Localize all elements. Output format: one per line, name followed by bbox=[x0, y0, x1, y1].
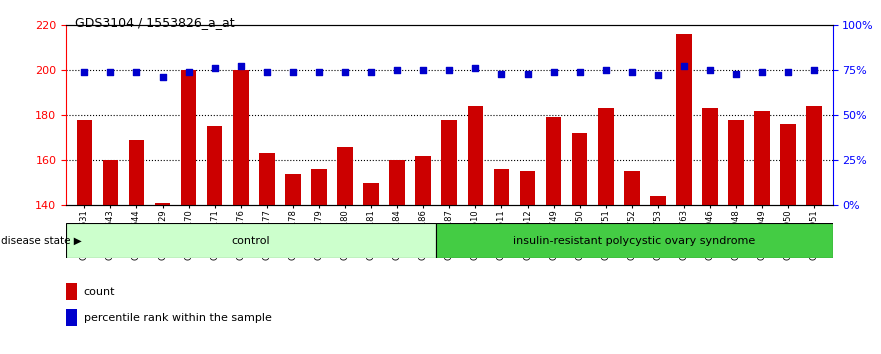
Bar bbox=[66, 309, 78, 326]
Bar bbox=[729, 120, 744, 205]
Bar bbox=[66, 223, 436, 258]
Point bbox=[521, 71, 535, 76]
Point bbox=[208, 65, 222, 71]
Bar bbox=[624, 171, 640, 205]
Point bbox=[155, 74, 169, 80]
Point bbox=[651, 73, 665, 78]
Bar bbox=[650, 196, 666, 205]
Point bbox=[546, 69, 560, 75]
Point bbox=[78, 69, 92, 75]
Bar bbox=[155, 203, 170, 205]
Bar bbox=[572, 133, 588, 205]
Bar bbox=[468, 106, 483, 205]
Text: disease state ▶: disease state ▶ bbox=[1, 236, 82, 246]
Point bbox=[285, 69, 300, 75]
Text: percentile rank within the sample: percentile rank within the sample bbox=[84, 313, 271, 323]
Bar bbox=[66, 283, 78, 300]
Bar bbox=[416, 156, 431, 205]
Point bbox=[130, 69, 144, 75]
Point bbox=[573, 69, 587, 75]
Bar bbox=[259, 153, 275, 205]
Point bbox=[416, 67, 430, 73]
Bar bbox=[676, 34, 692, 205]
Bar bbox=[781, 124, 796, 205]
Point bbox=[729, 71, 744, 76]
Bar bbox=[363, 183, 379, 205]
Bar bbox=[311, 169, 327, 205]
Bar bbox=[702, 108, 718, 205]
Text: control: control bbox=[232, 236, 270, 246]
Bar bbox=[233, 70, 248, 205]
Bar bbox=[806, 106, 822, 205]
Bar bbox=[337, 147, 353, 205]
Point bbox=[599, 67, 613, 73]
Point bbox=[364, 69, 378, 75]
Bar bbox=[102, 160, 118, 205]
Point bbox=[807, 67, 821, 73]
Point bbox=[494, 71, 508, 76]
Point bbox=[338, 69, 352, 75]
Bar bbox=[754, 110, 770, 205]
Point bbox=[103, 69, 117, 75]
Point bbox=[755, 69, 769, 75]
Bar bbox=[598, 108, 613, 205]
Point bbox=[390, 67, 404, 73]
Bar bbox=[77, 120, 93, 205]
Bar bbox=[207, 126, 223, 205]
Point bbox=[781, 69, 796, 75]
Point bbox=[442, 67, 456, 73]
Point bbox=[312, 69, 326, 75]
Point bbox=[469, 65, 483, 71]
Bar bbox=[436, 223, 833, 258]
Bar bbox=[285, 174, 300, 205]
Bar bbox=[181, 70, 196, 205]
Point bbox=[181, 69, 196, 75]
Bar bbox=[389, 160, 405, 205]
Bar bbox=[493, 169, 509, 205]
Bar bbox=[129, 140, 144, 205]
Text: count: count bbox=[84, 287, 115, 297]
Point bbox=[677, 63, 691, 69]
Text: insulin-resistant polycystic ovary syndrome: insulin-resistant polycystic ovary syndr… bbox=[514, 236, 755, 246]
Bar bbox=[545, 117, 561, 205]
Bar bbox=[441, 120, 457, 205]
Point bbox=[625, 69, 639, 75]
Point bbox=[233, 63, 248, 69]
Bar bbox=[520, 171, 536, 205]
Point bbox=[703, 67, 717, 73]
Text: GDS3104 / 1553826_a_at: GDS3104 / 1553826_a_at bbox=[75, 16, 234, 29]
Point bbox=[260, 69, 274, 75]
